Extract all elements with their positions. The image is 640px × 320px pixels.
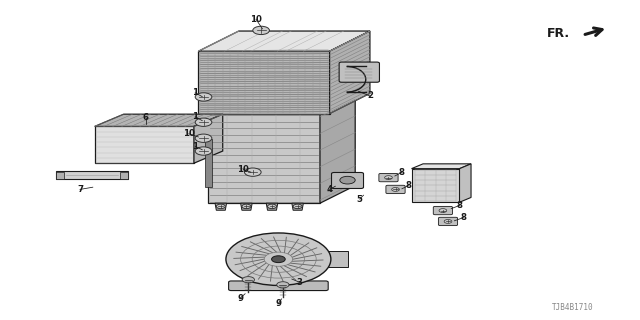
Text: 10: 10 — [237, 165, 249, 174]
FancyBboxPatch shape — [379, 173, 398, 182]
Polygon shape — [241, 203, 252, 210]
Circle shape — [242, 276, 255, 283]
Polygon shape — [198, 31, 370, 51]
Circle shape — [226, 233, 331, 285]
Circle shape — [195, 118, 212, 126]
Bar — [56, 171, 128, 179]
Circle shape — [195, 93, 212, 101]
Circle shape — [444, 220, 452, 223]
Text: 7: 7 — [77, 185, 83, 194]
Circle shape — [439, 209, 447, 212]
FancyBboxPatch shape — [339, 62, 380, 82]
Polygon shape — [412, 169, 460, 202]
Circle shape — [244, 168, 261, 176]
Text: 10: 10 — [183, 129, 195, 138]
Polygon shape — [412, 164, 471, 169]
Circle shape — [242, 204, 251, 209]
Text: 8: 8 — [399, 168, 405, 177]
Text: 8: 8 — [456, 201, 463, 210]
Circle shape — [268, 204, 276, 209]
FancyBboxPatch shape — [332, 172, 364, 188]
Polygon shape — [95, 114, 223, 126]
Bar — [328, 251, 348, 267]
Text: 8: 8 — [460, 213, 467, 222]
Polygon shape — [330, 31, 370, 114]
Text: 1: 1 — [192, 88, 198, 97]
Polygon shape — [95, 126, 194, 163]
Bar — [120, 172, 128, 179]
Circle shape — [392, 188, 399, 191]
Circle shape — [216, 204, 225, 209]
Text: 1: 1 — [192, 142, 198, 151]
Text: 10: 10 — [250, 15, 262, 24]
Circle shape — [340, 176, 355, 184]
Text: 9: 9 — [237, 294, 243, 303]
Text: 8: 8 — [405, 181, 412, 190]
Circle shape — [293, 204, 302, 209]
Text: 1: 1 — [192, 112, 198, 121]
Bar — [205, 139, 212, 187]
Text: 4: 4 — [326, 185, 333, 194]
Polygon shape — [208, 96, 355, 114]
FancyBboxPatch shape — [228, 281, 328, 291]
Text: 6: 6 — [143, 113, 149, 122]
Text: 5: 5 — [356, 195, 363, 204]
Bar — [56, 172, 64, 179]
Polygon shape — [208, 114, 320, 203]
Polygon shape — [215, 203, 227, 210]
Polygon shape — [292, 203, 303, 210]
Polygon shape — [266, 203, 278, 210]
Text: 3: 3 — [296, 278, 303, 287]
Circle shape — [385, 176, 392, 180]
Polygon shape — [320, 96, 355, 203]
Text: FR.: FR. — [547, 27, 570, 40]
Text: TJB4B1710: TJB4B1710 — [552, 303, 594, 312]
Polygon shape — [198, 51, 330, 114]
FancyBboxPatch shape — [433, 206, 452, 215]
Circle shape — [276, 282, 289, 288]
Circle shape — [195, 147, 212, 155]
Circle shape — [271, 256, 285, 263]
FancyBboxPatch shape — [438, 217, 458, 226]
Polygon shape — [194, 114, 223, 163]
Text: 2: 2 — [367, 92, 373, 100]
Circle shape — [195, 134, 212, 142]
FancyBboxPatch shape — [386, 185, 405, 194]
Circle shape — [253, 26, 269, 35]
Polygon shape — [460, 164, 471, 202]
Text: 9: 9 — [275, 299, 282, 308]
